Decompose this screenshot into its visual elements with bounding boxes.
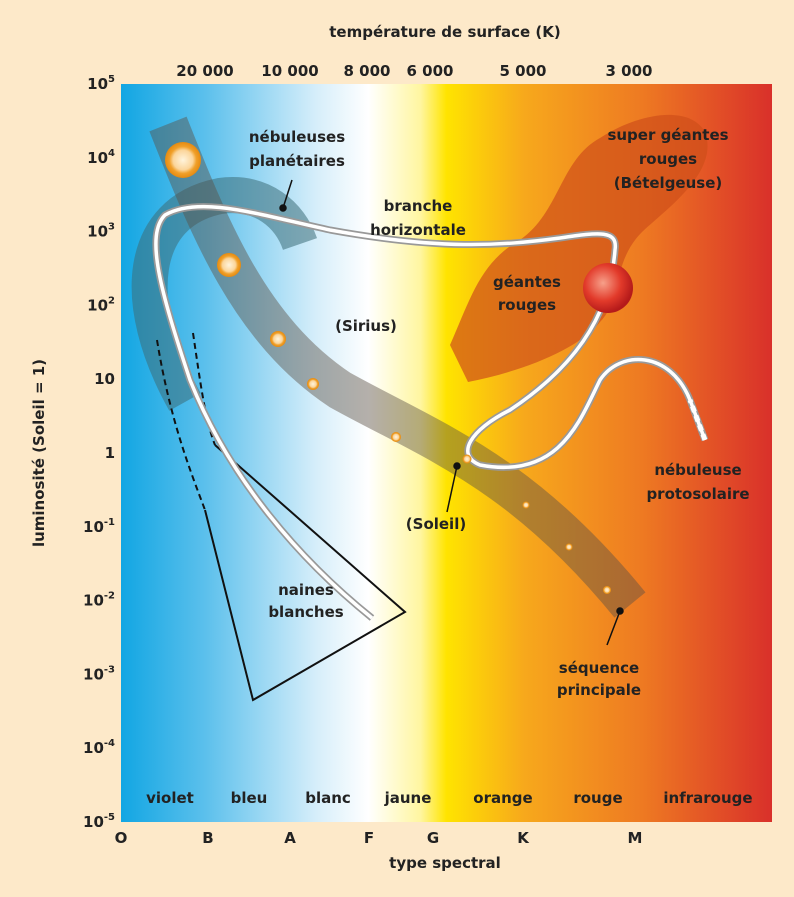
tick-exp: 5	[108, 74, 115, 85]
bottom-tick-label: F	[364, 829, 374, 847]
white-dwarf-region	[204, 444, 407, 702]
left-tick-label: 10-3	[83, 664, 115, 683]
top-tick-label: 10 000	[261, 62, 318, 80]
tick-exp: 3	[108, 222, 115, 233]
tick-base: 10	[87, 149, 108, 167]
tick-base: 10	[87, 296, 108, 314]
bottom-tick-label: A	[284, 829, 296, 847]
label: séquence	[559, 659, 639, 677]
leader-dot	[616, 607, 624, 615]
star	[462, 454, 472, 464]
star	[307, 378, 319, 390]
left-tick-label: 102	[87, 295, 115, 314]
tick-base: 10	[83, 518, 104, 536]
label: (Bételgeuse)	[614, 174, 723, 192]
tick-base: 10	[94, 370, 115, 388]
left-tick-label: 104	[87, 148, 115, 167]
tick-base: 1	[105, 444, 115, 462]
star	[565, 543, 573, 551]
top-tick-label: 5 000	[500, 62, 547, 80]
label: horizontale	[370, 221, 466, 239]
left-tick-label: 10	[94, 370, 115, 388]
tick-base: 10	[83, 592, 104, 610]
top-tick-label: 3 000	[606, 62, 653, 80]
color-band-label: rouge	[573, 789, 622, 807]
left-axis-title: luminosité (Soleil = 1)	[30, 359, 48, 547]
tick-base: 10	[87, 223, 108, 241]
color-band-label: violet	[146, 789, 194, 807]
tick-base: 10	[83, 813, 104, 831]
star	[603, 586, 611, 594]
tick-exp: 4	[108, 148, 115, 159]
label: nébuleuses	[249, 128, 345, 146]
label: branche	[384, 197, 453, 215]
top-tick-label: 20 000	[176, 62, 233, 80]
color-band-label: blanc	[305, 789, 351, 807]
tick-exp: -3	[104, 664, 115, 675]
red-giant	[583, 263, 633, 313]
left-tick-label: 105	[87, 74, 115, 93]
evolution-track	[154, 204, 707, 620]
leader	[282, 179, 293, 209]
color-band-label: orange	[473, 789, 532, 807]
bottom-tick-label: M	[628, 829, 643, 847]
annotations: nébuleuses planétaires super géantes rou…	[249, 126, 750, 699]
bottom-axis-title: type spectral	[389, 854, 501, 872]
star	[270, 331, 286, 347]
bottom-tick-label: O	[115, 829, 128, 847]
tick-exp: -5	[104, 812, 115, 823]
tick-exp: 2	[108, 295, 115, 306]
star	[391, 432, 401, 442]
bottom-tick-label: G	[427, 829, 439, 847]
leader	[446, 465, 458, 513]
label: rouges	[498, 296, 556, 314]
leaders	[279, 179, 624, 646]
tick-exp: -1	[104, 517, 115, 528]
bottom-tick-label: K	[517, 829, 530, 847]
supergiant-region	[450, 114, 708, 382]
label: planétaires	[249, 152, 345, 170]
tick-exp: -4	[104, 738, 115, 749]
tick-base: 10	[87, 75, 108, 93]
stars	[165, 142, 633, 594]
label: rouges	[639, 150, 697, 168]
left-tick-label: 10-5	[83, 812, 115, 831]
label: géantes	[493, 273, 561, 291]
left-tick-label: 10-1	[83, 517, 115, 536]
star	[522, 501, 530, 509]
label: nébuleuse	[654, 461, 741, 479]
color-band-label: infrarouge	[663, 789, 752, 807]
tick-base: 10	[83, 739, 104, 757]
left-tick-label: 1	[105, 444, 115, 462]
label: (Soleil)	[406, 515, 466, 533]
white-dwarf-edge	[156, 339, 206, 511]
protosolar-dash	[687, 399, 708, 441]
left-tick-label: 10-2	[83, 591, 115, 610]
white-dwarf-edge	[192, 332, 216, 446]
left-tick-label: 103	[87, 222, 115, 241]
top-axis-title: température de surface (K)	[329, 23, 560, 41]
label: (Sirius)	[335, 317, 397, 335]
leader-dot	[279, 204, 287, 212]
label: naines	[278, 581, 334, 599]
star	[165, 142, 201, 178]
star	[217, 253, 241, 277]
color-band-label: bleu	[231, 789, 268, 807]
label: protosolaire	[646, 485, 749, 503]
label: super géantes	[607, 126, 728, 144]
leader-dot	[453, 462, 461, 470]
leader	[606, 610, 621, 646]
label: blanches	[268, 603, 343, 621]
label: principale	[557, 681, 641, 699]
top-tick-label: 8 000	[344, 62, 391, 80]
left-tick-label: 10-4	[83, 738, 115, 757]
color-band-label: jaune	[384, 789, 432, 807]
bottom-tick-label: B	[202, 829, 213, 847]
main-sequence-band	[149, 116, 646, 618]
tick-exp: -2	[104, 591, 115, 602]
top-tick-label: 6 000	[407, 62, 454, 80]
tick-base: 10	[83, 665, 104, 683]
